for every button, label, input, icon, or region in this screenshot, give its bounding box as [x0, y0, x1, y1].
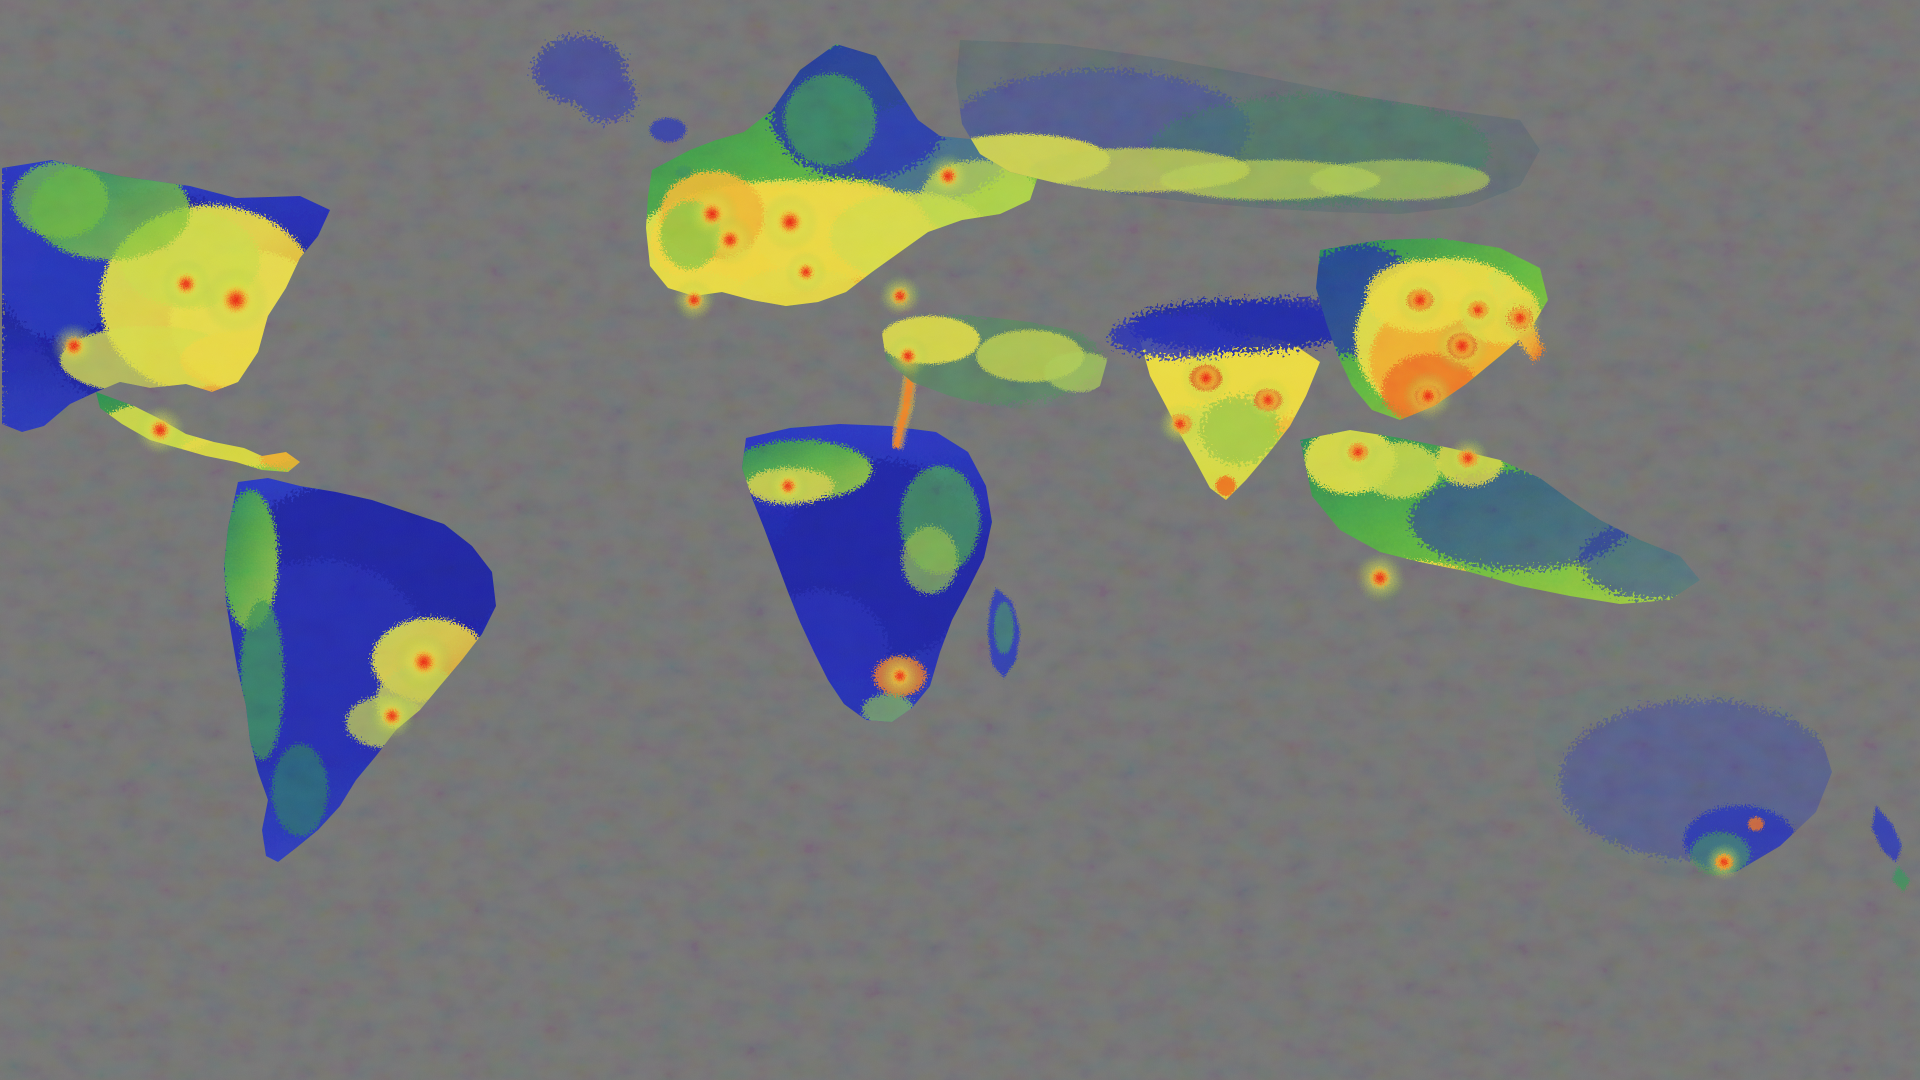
map-canvas	[0, 0, 1920, 1080]
raster-mottle-overlay	[0, 0, 1920, 1080]
world-raster-map	[0, 0, 1920, 1080]
